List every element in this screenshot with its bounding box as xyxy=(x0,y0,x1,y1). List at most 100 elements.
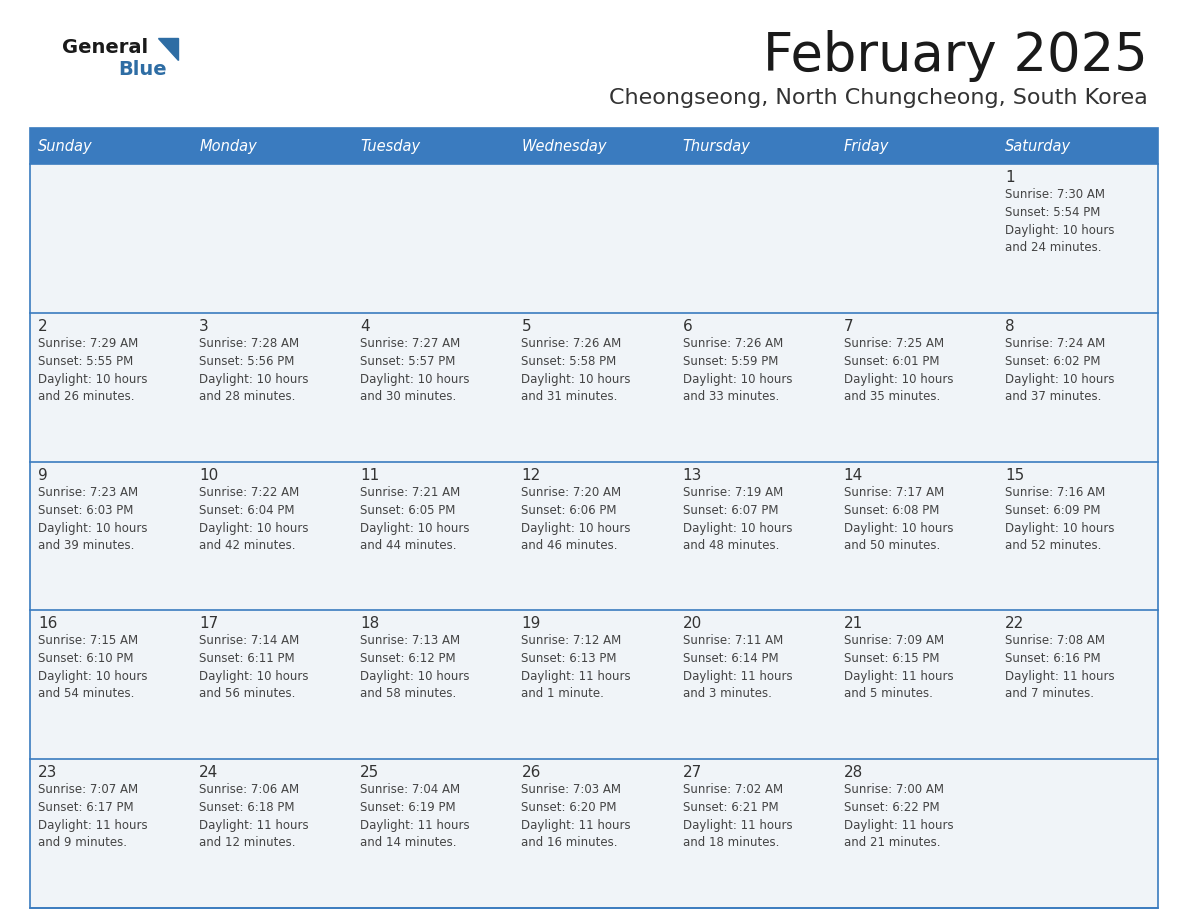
Text: February 2025: February 2025 xyxy=(763,30,1148,82)
Text: Sunset: 6:05 PM: Sunset: 6:05 PM xyxy=(360,504,456,517)
Text: 20: 20 xyxy=(683,616,702,632)
Text: Sunset: 6:14 PM: Sunset: 6:14 PM xyxy=(683,653,778,666)
Text: Sunset: 6:04 PM: Sunset: 6:04 PM xyxy=(200,504,295,517)
Bar xyxy=(30,610,191,759)
Text: Daylight: 10 hours
and 39 minutes.: Daylight: 10 hours and 39 minutes. xyxy=(38,521,147,552)
Text: Sunrise: 7:29 AM: Sunrise: 7:29 AM xyxy=(38,337,138,350)
Text: Sunset: 6:18 PM: Sunset: 6:18 PM xyxy=(200,801,295,814)
Bar xyxy=(513,759,675,908)
Text: Daylight: 11 hours
and 16 minutes.: Daylight: 11 hours and 16 minutes. xyxy=(522,819,631,849)
Text: Sunset: 6:19 PM: Sunset: 6:19 PM xyxy=(360,801,456,814)
Text: Friday: Friday xyxy=(843,139,889,153)
Text: 2: 2 xyxy=(38,319,48,334)
Bar xyxy=(191,610,353,759)
Text: Daylight: 10 hours
and 28 minutes.: Daylight: 10 hours and 28 minutes. xyxy=(200,373,309,403)
Text: 21: 21 xyxy=(843,616,862,632)
Text: Thursday: Thursday xyxy=(683,139,751,153)
Bar xyxy=(191,128,353,164)
Text: Sunset: 5:59 PM: Sunset: 5:59 PM xyxy=(683,354,778,368)
Text: Sunrise: 7:02 AM: Sunrise: 7:02 AM xyxy=(683,783,783,796)
Text: 27: 27 xyxy=(683,766,702,780)
Polygon shape xyxy=(158,38,178,60)
Text: Sunset: 6:08 PM: Sunset: 6:08 PM xyxy=(843,504,939,517)
Bar xyxy=(353,128,513,164)
Bar xyxy=(997,164,1158,313)
Text: Daylight: 10 hours
and 26 minutes.: Daylight: 10 hours and 26 minutes. xyxy=(38,373,147,403)
Text: Daylight: 11 hours
and 3 minutes.: Daylight: 11 hours and 3 minutes. xyxy=(683,670,792,700)
Text: 3: 3 xyxy=(200,319,209,334)
Bar xyxy=(30,128,1158,908)
Text: 14: 14 xyxy=(843,467,862,483)
Text: Sunrise: 7:28 AM: Sunrise: 7:28 AM xyxy=(200,337,299,350)
Text: 9: 9 xyxy=(38,467,48,483)
Text: Sunset: 6:09 PM: Sunset: 6:09 PM xyxy=(1005,504,1100,517)
Text: Sunrise: 7:08 AM: Sunrise: 7:08 AM xyxy=(1005,634,1105,647)
Text: Sunrise: 7:24 AM: Sunrise: 7:24 AM xyxy=(1005,337,1105,350)
Text: Sunrise: 7:25 AM: Sunrise: 7:25 AM xyxy=(843,337,943,350)
Bar xyxy=(997,462,1158,610)
Text: Sunset: 6:11 PM: Sunset: 6:11 PM xyxy=(200,653,295,666)
Text: Sunset: 5:54 PM: Sunset: 5:54 PM xyxy=(1005,206,1100,219)
Text: Daylight: 10 hours
and 33 minutes.: Daylight: 10 hours and 33 minutes. xyxy=(683,373,792,403)
Text: Sunset: 5:58 PM: Sunset: 5:58 PM xyxy=(522,354,617,368)
Text: Daylight: 10 hours
and 54 minutes.: Daylight: 10 hours and 54 minutes. xyxy=(38,670,147,700)
Bar xyxy=(835,462,997,610)
Text: Monday: Monday xyxy=(200,139,257,153)
Text: 12: 12 xyxy=(522,467,541,483)
Text: Sunrise: 7:26 AM: Sunrise: 7:26 AM xyxy=(683,337,783,350)
Text: Sunrise: 7:30 AM: Sunrise: 7:30 AM xyxy=(1005,188,1105,201)
Text: 28: 28 xyxy=(843,766,862,780)
Text: 7: 7 xyxy=(843,319,853,334)
Bar xyxy=(997,759,1158,908)
Text: Sunset: 6:03 PM: Sunset: 6:03 PM xyxy=(38,504,133,517)
Text: 18: 18 xyxy=(360,616,379,632)
Text: 6: 6 xyxy=(683,319,693,334)
Text: 19: 19 xyxy=(522,616,541,632)
Text: Sunset: 6:06 PM: Sunset: 6:06 PM xyxy=(522,504,617,517)
Text: Sunset: 6:02 PM: Sunset: 6:02 PM xyxy=(1005,354,1100,368)
Text: Sunset: 6:22 PM: Sunset: 6:22 PM xyxy=(843,801,940,814)
Bar xyxy=(353,759,513,908)
Text: 13: 13 xyxy=(683,467,702,483)
Text: Daylight: 10 hours
and 44 minutes.: Daylight: 10 hours and 44 minutes. xyxy=(360,521,469,552)
Bar xyxy=(353,610,513,759)
Text: Daylight: 10 hours
and 56 minutes.: Daylight: 10 hours and 56 minutes. xyxy=(200,670,309,700)
Text: Sunrise: 7:03 AM: Sunrise: 7:03 AM xyxy=(522,783,621,796)
Text: Wednesday: Wednesday xyxy=(522,139,607,153)
Bar xyxy=(513,610,675,759)
Text: Sunrise: 7:21 AM: Sunrise: 7:21 AM xyxy=(360,486,461,498)
Text: Daylight: 10 hours
and 48 minutes.: Daylight: 10 hours and 48 minutes. xyxy=(683,521,792,552)
Bar xyxy=(835,610,997,759)
Bar xyxy=(997,610,1158,759)
Text: Sunset: 6:21 PM: Sunset: 6:21 PM xyxy=(683,801,778,814)
Text: Sunrise: 7:07 AM: Sunrise: 7:07 AM xyxy=(38,783,138,796)
Text: 4: 4 xyxy=(360,319,369,334)
Bar xyxy=(835,313,997,462)
Bar xyxy=(353,462,513,610)
Text: Sunrise: 7:17 AM: Sunrise: 7:17 AM xyxy=(843,486,944,498)
Text: Daylight: 11 hours
and 1 minute.: Daylight: 11 hours and 1 minute. xyxy=(522,670,631,700)
Bar xyxy=(997,128,1158,164)
Text: Sunrise: 7:00 AM: Sunrise: 7:00 AM xyxy=(843,783,943,796)
Text: Sunday: Sunday xyxy=(38,139,93,153)
Bar xyxy=(675,128,835,164)
Text: 8: 8 xyxy=(1005,319,1015,334)
Text: Saturday: Saturday xyxy=(1005,139,1072,153)
Bar xyxy=(835,128,997,164)
Text: 11: 11 xyxy=(360,467,379,483)
Bar xyxy=(835,759,997,908)
Text: Sunset: 5:55 PM: Sunset: 5:55 PM xyxy=(38,354,133,368)
Bar xyxy=(30,759,191,908)
Text: Sunset: 6:15 PM: Sunset: 6:15 PM xyxy=(843,653,940,666)
Bar xyxy=(675,313,835,462)
Text: Sunrise: 7:14 AM: Sunrise: 7:14 AM xyxy=(200,634,299,647)
Text: Sunrise: 7:26 AM: Sunrise: 7:26 AM xyxy=(522,337,621,350)
Text: Sunrise: 7:19 AM: Sunrise: 7:19 AM xyxy=(683,486,783,498)
Text: Sunrise: 7:06 AM: Sunrise: 7:06 AM xyxy=(200,783,299,796)
Text: 1: 1 xyxy=(1005,170,1015,185)
Text: Daylight: 10 hours
and 31 minutes.: Daylight: 10 hours and 31 minutes. xyxy=(522,373,631,403)
Text: Daylight: 10 hours
and 30 minutes.: Daylight: 10 hours and 30 minutes. xyxy=(360,373,469,403)
Text: Tuesday: Tuesday xyxy=(360,139,421,153)
Text: Sunrise: 7:04 AM: Sunrise: 7:04 AM xyxy=(360,783,461,796)
Text: Sunset: 6:13 PM: Sunset: 6:13 PM xyxy=(522,653,617,666)
